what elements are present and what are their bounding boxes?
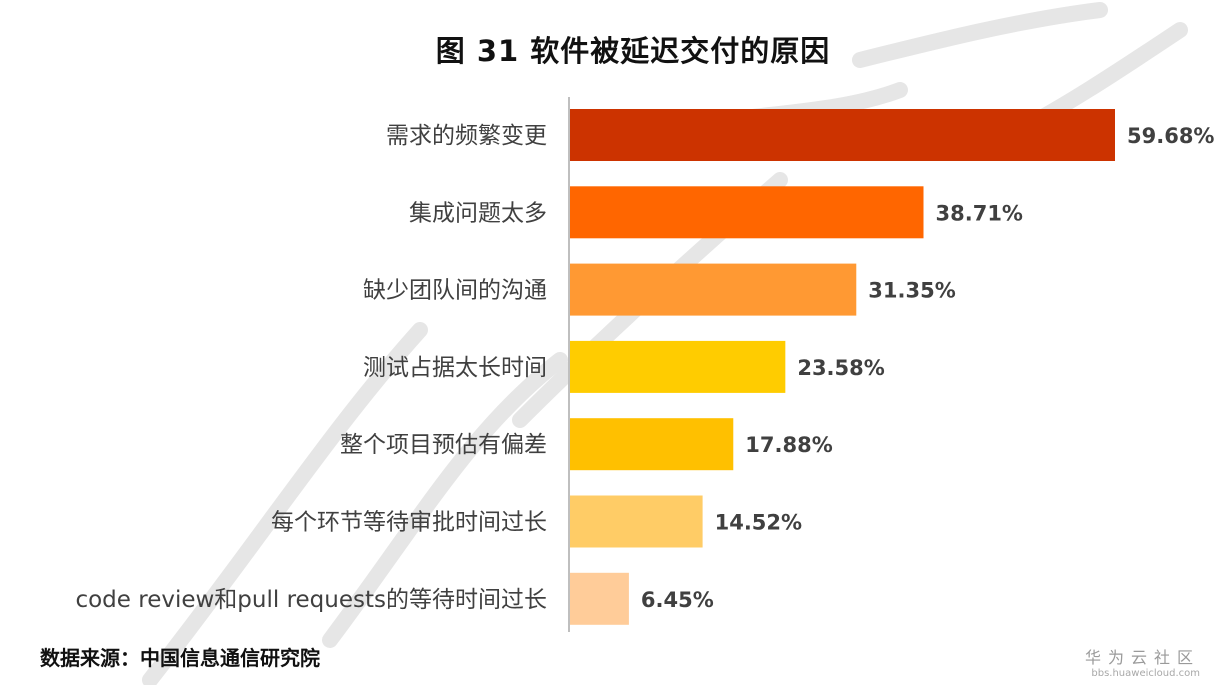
value-label: 6.45% [641,588,714,612]
value-label: 38.71% [936,201,1023,225]
value-label: 59.68% [1127,124,1214,148]
category-label: code review和pull requests的等待时间过长 [75,587,547,613]
bar [570,263,857,316]
category-label: 需求的频繁变更 [386,123,547,149]
value-label: 31.35% [868,279,955,303]
bar [570,109,1115,161]
bar [570,340,786,393]
value-label: 14.52% [715,511,802,535]
bar [570,572,629,625]
bar [570,495,703,548]
category-label: 集成问题太多 [409,200,547,226]
bar [570,186,924,239]
value-label: 23.58% [797,356,884,380]
category-label: 整个项目预估有偏差 [340,432,547,458]
brand-url: bbs.huaweicloud.com [1091,668,1200,679]
category-label: 每个环节等待审批时间过长 [271,510,547,536]
bar [570,418,734,471]
category-label: 缺少团队间的沟通 [363,278,547,304]
value-label: 17.88% [745,433,832,457]
brand-name: 华为云社区 [1084,648,1200,667]
brand-watermark: 华为云社区 bbs.huaweicloud.com [1085,644,1200,679]
chart-title: 图 31 软件被延迟交付的原因 [435,34,831,68]
category-label: 测试占据太长时间 [363,355,547,381]
data-source: 数据来源：中国信息通信研究院 [40,646,320,670]
